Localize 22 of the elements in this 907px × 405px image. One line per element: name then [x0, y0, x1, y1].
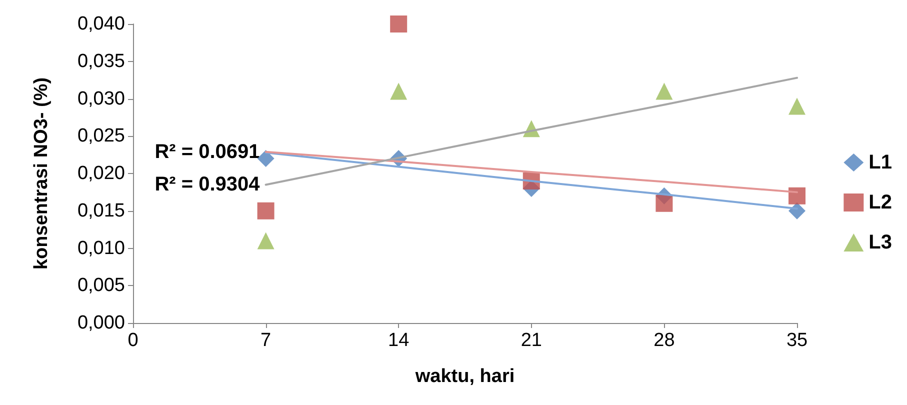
x-tick-label: 35 [786, 330, 808, 351]
y-tick-label: 0,030 [77, 88, 125, 110]
x-tick-label: 7 [260, 330, 272, 351]
legend-label: L3 [868, 232, 892, 254]
x-tick-label: 28 [654, 330, 675, 351]
y-tick-label: 0,035 [77, 50, 125, 72]
x-tick-label: 21 [520, 330, 542, 351]
y-tick-label: 0,025 [77, 126, 125, 147]
y-tick-label: 0,010 [77, 238, 125, 259]
y-tick-label: 0,000 [77, 312, 125, 334]
y-axis-title: konsentrasi NO3- (%) [31, 77, 52, 270]
x-tick-label: 0 [128, 330, 138, 351]
x-tick-label: 14 [388, 330, 410, 351]
annotation: R² = 0.0691 [154, 140, 260, 163]
y-tick-label: 0,015 [77, 200, 125, 222]
legend-label: L2 [868, 192, 892, 214]
x-axis-title: waktu, hari [414, 366, 515, 387]
y-tick-label: 0,005 [77, 275, 125, 296]
y-tick-label: 0,020 [77, 163, 125, 184]
annotation: R² = 0.9304 [154, 174, 261, 196]
legend-label: L1 [868, 152, 892, 174]
y-tick-label: 0,040 [77, 14, 125, 34]
